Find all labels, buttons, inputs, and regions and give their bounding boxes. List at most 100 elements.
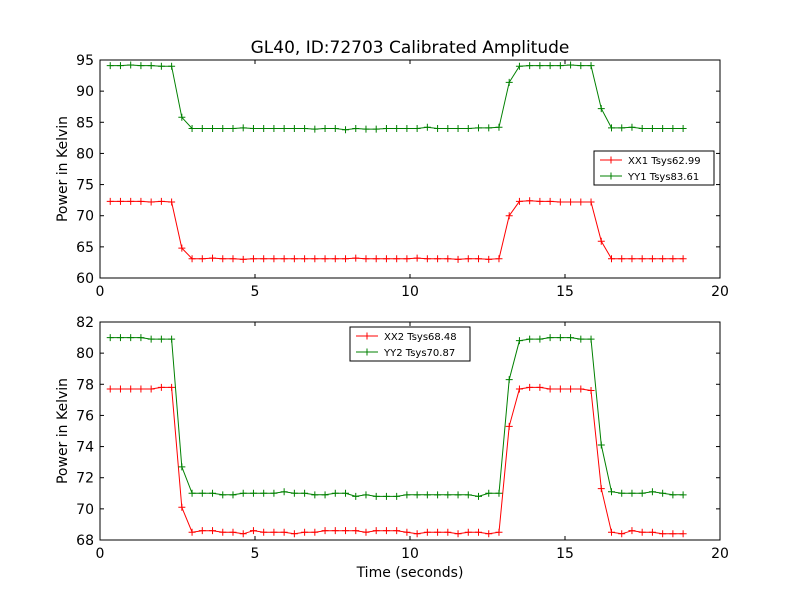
data-point [362,491,370,499]
x-tick-label: 0 [96,546,105,562]
data-point [577,335,585,343]
data-point [219,528,227,536]
x-tick-label: 0 [96,284,105,300]
data-point [587,387,595,395]
x-tick-label: 15 [556,284,574,300]
data-point [515,62,523,70]
data-point [331,255,339,263]
data-point [137,334,145,342]
data-point [311,125,319,133]
data-point [475,124,483,132]
data-point [229,255,237,263]
data-point [209,125,217,133]
data-point [198,255,206,263]
data-point [137,197,145,205]
data-point [229,125,237,133]
data-point [444,491,452,499]
data-point [301,125,309,133]
legend-marker [363,348,371,356]
data-point [260,528,268,536]
data-point [577,198,585,206]
data-point [403,125,411,133]
data-point [648,488,656,496]
data-point [239,255,247,263]
data-point [669,491,677,499]
data-point [209,489,217,497]
data-point [290,489,298,497]
data-point [597,485,605,493]
data-point [393,125,401,133]
chart-title: GL40, ID:72703 Calibrated Amplitude [251,38,570,58]
data-point [515,197,523,205]
data-point [556,334,564,342]
data-point [382,527,390,535]
data-point [270,528,278,536]
data-point [178,463,186,471]
data-point [464,491,472,499]
data-point [331,489,339,497]
data-point [116,385,124,393]
data-point [475,492,483,500]
data-point [638,528,646,536]
data-point [638,125,646,133]
data-point [423,123,431,131]
data-point [567,385,575,393]
data-point [679,255,687,263]
data-point [342,126,350,134]
data-point [536,383,544,391]
data-point [147,198,155,206]
data-point [413,530,421,538]
data-point [342,255,350,263]
data-point [372,255,380,263]
data-point [321,255,329,263]
data-point [444,528,452,536]
data-point [434,125,442,133]
data-point [168,335,176,343]
data-point [587,62,595,70]
data-point [464,255,472,263]
data-point [106,334,114,342]
data-point [495,123,503,131]
data-point [239,124,247,132]
data-point [464,125,472,133]
data-point [638,489,646,497]
data-point [679,530,687,538]
data-point [546,62,554,70]
y-axis-label: Power in Kelvin [55,116,71,222]
plot-frame [99,59,721,279]
data-point [280,528,288,536]
data-point [249,489,257,497]
data-point [321,491,329,499]
data-point [495,255,503,263]
plot-frame [99,321,721,541]
legend [593,150,715,186]
data-point [331,125,339,133]
data-point [648,255,656,263]
data-point [526,62,534,70]
data-point [618,530,626,538]
data-point [618,255,626,263]
data-point [147,385,155,393]
data-point [423,528,431,536]
data-point [219,125,227,133]
data-point [618,124,626,132]
y-tick-label: 70 [76,209,94,225]
data-point [362,255,370,263]
data-point [608,124,615,132]
data-point [168,383,176,391]
data-point [362,125,370,133]
data-point [229,528,237,536]
data-point [157,62,165,70]
legend [349,326,471,362]
x-tick-label: 20 [711,546,729,562]
data-point [321,125,329,133]
data-point [515,385,523,393]
data-point [485,489,493,497]
data-point [434,255,442,263]
data-point [618,489,626,497]
data-point [188,125,196,133]
data-point [198,527,206,535]
data-point [485,255,493,263]
y-tick-label: 82 [76,315,94,331]
data-point [669,125,677,133]
